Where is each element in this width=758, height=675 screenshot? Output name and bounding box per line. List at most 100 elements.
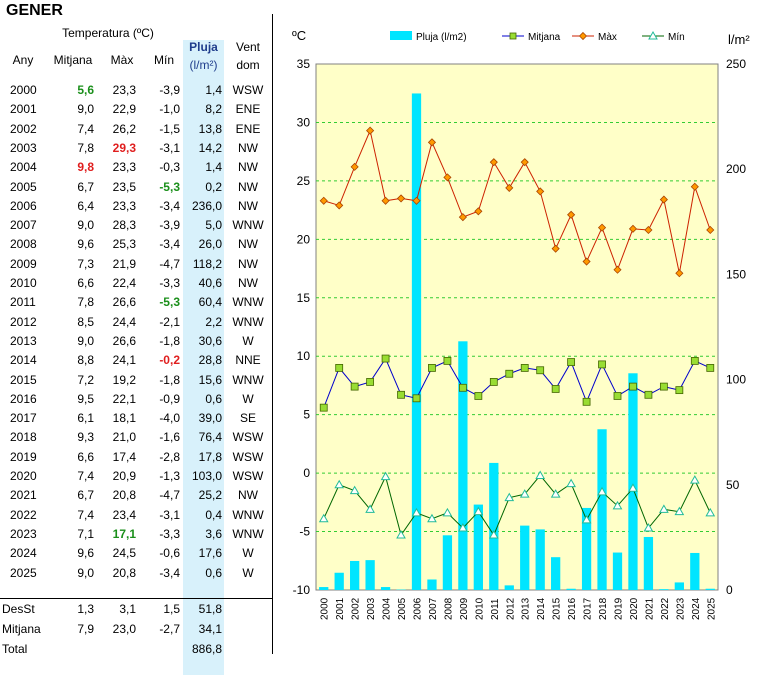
left-tick-label: 0 — [303, 466, 310, 480]
max-cell: 26,6 — [94, 331, 136, 351]
total-row: Total 886,8 — [0, 639, 272, 659]
wind-sub-header: dom — [226, 58, 270, 72]
rain-bar — [381, 587, 390, 590]
rain-cell: 0,6 — [183, 563, 222, 583]
year-cell: 2017 — [10, 408, 44, 428]
rain-cell: 3,6 — [183, 524, 222, 544]
rain-bar — [597, 429, 606, 590]
mean-point — [320, 404, 327, 411]
rain-header: Pluja — [183, 40, 224, 54]
min-cell: -5,3 — [140, 292, 180, 312]
mean-cell: 8,5 — [44, 312, 94, 332]
min-cell: -2,1 — [140, 312, 180, 332]
max-cell: 23,3 — [94, 80, 136, 100]
left-tick-label: 20 — [297, 232, 311, 246]
right-tick-label: 100 — [726, 373, 746, 387]
rain-bar — [644, 537, 653, 590]
left-tick-label: 30 — [297, 115, 311, 129]
mean-point — [660, 383, 667, 390]
wind-cell: WSW — [226, 447, 270, 467]
max-cell: 28,3 — [94, 215, 136, 235]
rain-cell: 40,6 — [183, 273, 222, 293]
mean-point — [691, 357, 698, 364]
wind-cell: NW — [226, 485, 270, 505]
year-header: Any — [8, 50, 38, 70]
min-cell: -1,3 — [140, 466, 180, 486]
rain-bar — [427, 579, 436, 590]
min-cell: -4,0 — [140, 408, 180, 428]
year-cell: 2003 — [10, 138, 44, 158]
mean-point — [552, 385, 559, 392]
min-cell: -3,3 — [140, 273, 180, 293]
mean-cell: 7,4 — [44, 505, 94, 525]
mean-cell: 9,6 — [44, 543, 94, 563]
max-cell: 20,8 — [94, 563, 136, 583]
mean-cell: 7,1 — [44, 524, 94, 544]
mean-point — [707, 364, 714, 371]
max-cell: 17,4 — [94, 447, 136, 467]
rain-cell: 103,0 — [183, 466, 222, 486]
rain-cell: 2,2 — [183, 312, 222, 332]
mean-point — [351, 383, 358, 390]
x-tick-label: 2021 — [644, 597, 655, 620]
min-cell: -3,4 — [140, 234, 180, 254]
left-tick-label: 15 — [297, 291, 311, 305]
wind-cell: NW — [226, 157, 270, 177]
mean-point — [645, 391, 652, 398]
rain-cell: 26,0 — [183, 234, 222, 254]
wind-cell: SE — [226, 408, 270, 428]
rain-cell: 1,4 — [183, 80, 222, 100]
climate-table: Temperatura (ºC) Pluja (l/m²) Vent dom A… — [0, 24, 272, 659]
wind-cell: WNW — [226, 215, 270, 235]
rain-cell: 30,6 — [183, 331, 222, 351]
mitjana-mean: 7,9 — [44, 619, 94, 639]
mitjana-label: Mitjana — [2, 619, 36, 639]
right-tick-label: 200 — [726, 162, 746, 176]
mean-cell: 9,6 — [44, 234, 94, 254]
x-tick-label: 2002 — [351, 597, 362, 620]
min-cell: -3,9 — [140, 215, 180, 235]
left-tick-label: 10 — [297, 349, 311, 363]
x-tick-label: 2017 — [583, 597, 594, 620]
year-cell: 2008 — [10, 234, 44, 254]
year-cell: 2012 — [10, 312, 44, 332]
wind-cell: NW — [226, 196, 270, 216]
x-tick-label: 2019 — [614, 597, 625, 620]
rain-cell: 5,0 — [183, 215, 222, 235]
plot-background — [316, 64, 718, 590]
min-cell: -1,8 — [140, 370, 180, 390]
legend-marker — [580, 33, 587, 40]
max-cell: 20,8 — [94, 485, 136, 505]
wind-cell: ENE — [226, 119, 270, 139]
desst-max: 3,1 — [94, 599, 136, 619]
year-cell: 2006 — [10, 196, 44, 216]
wind-cell: NW — [226, 273, 270, 293]
year-cell: 2016 — [10, 389, 44, 409]
mean-cell: 6,6 — [44, 273, 94, 293]
min-cell: -0,3 — [140, 157, 180, 177]
year-cell: 2009 — [10, 254, 44, 274]
x-tick-label: 2009 — [459, 597, 470, 620]
year-cell: 2001 — [10, 99, 44, 119]
max-cell: 24,4 — [94, 312, 136, 332]
min-cell: -0,9 — [140, 389, 180, 409]
mean-cell: 5,6 — [44, 80, 94, 100]
total-label: Total — [2, 639, 36, 659]
rain-unit-header: (l/m²) — [183, 58, 224, 72]
x-tick-label: 2016 — [567, 597, 578, 620]
x-tick-label: 2011 — [490, 598, 501, 620]
wind-cell: NW — [226, 254, 270, 274]
